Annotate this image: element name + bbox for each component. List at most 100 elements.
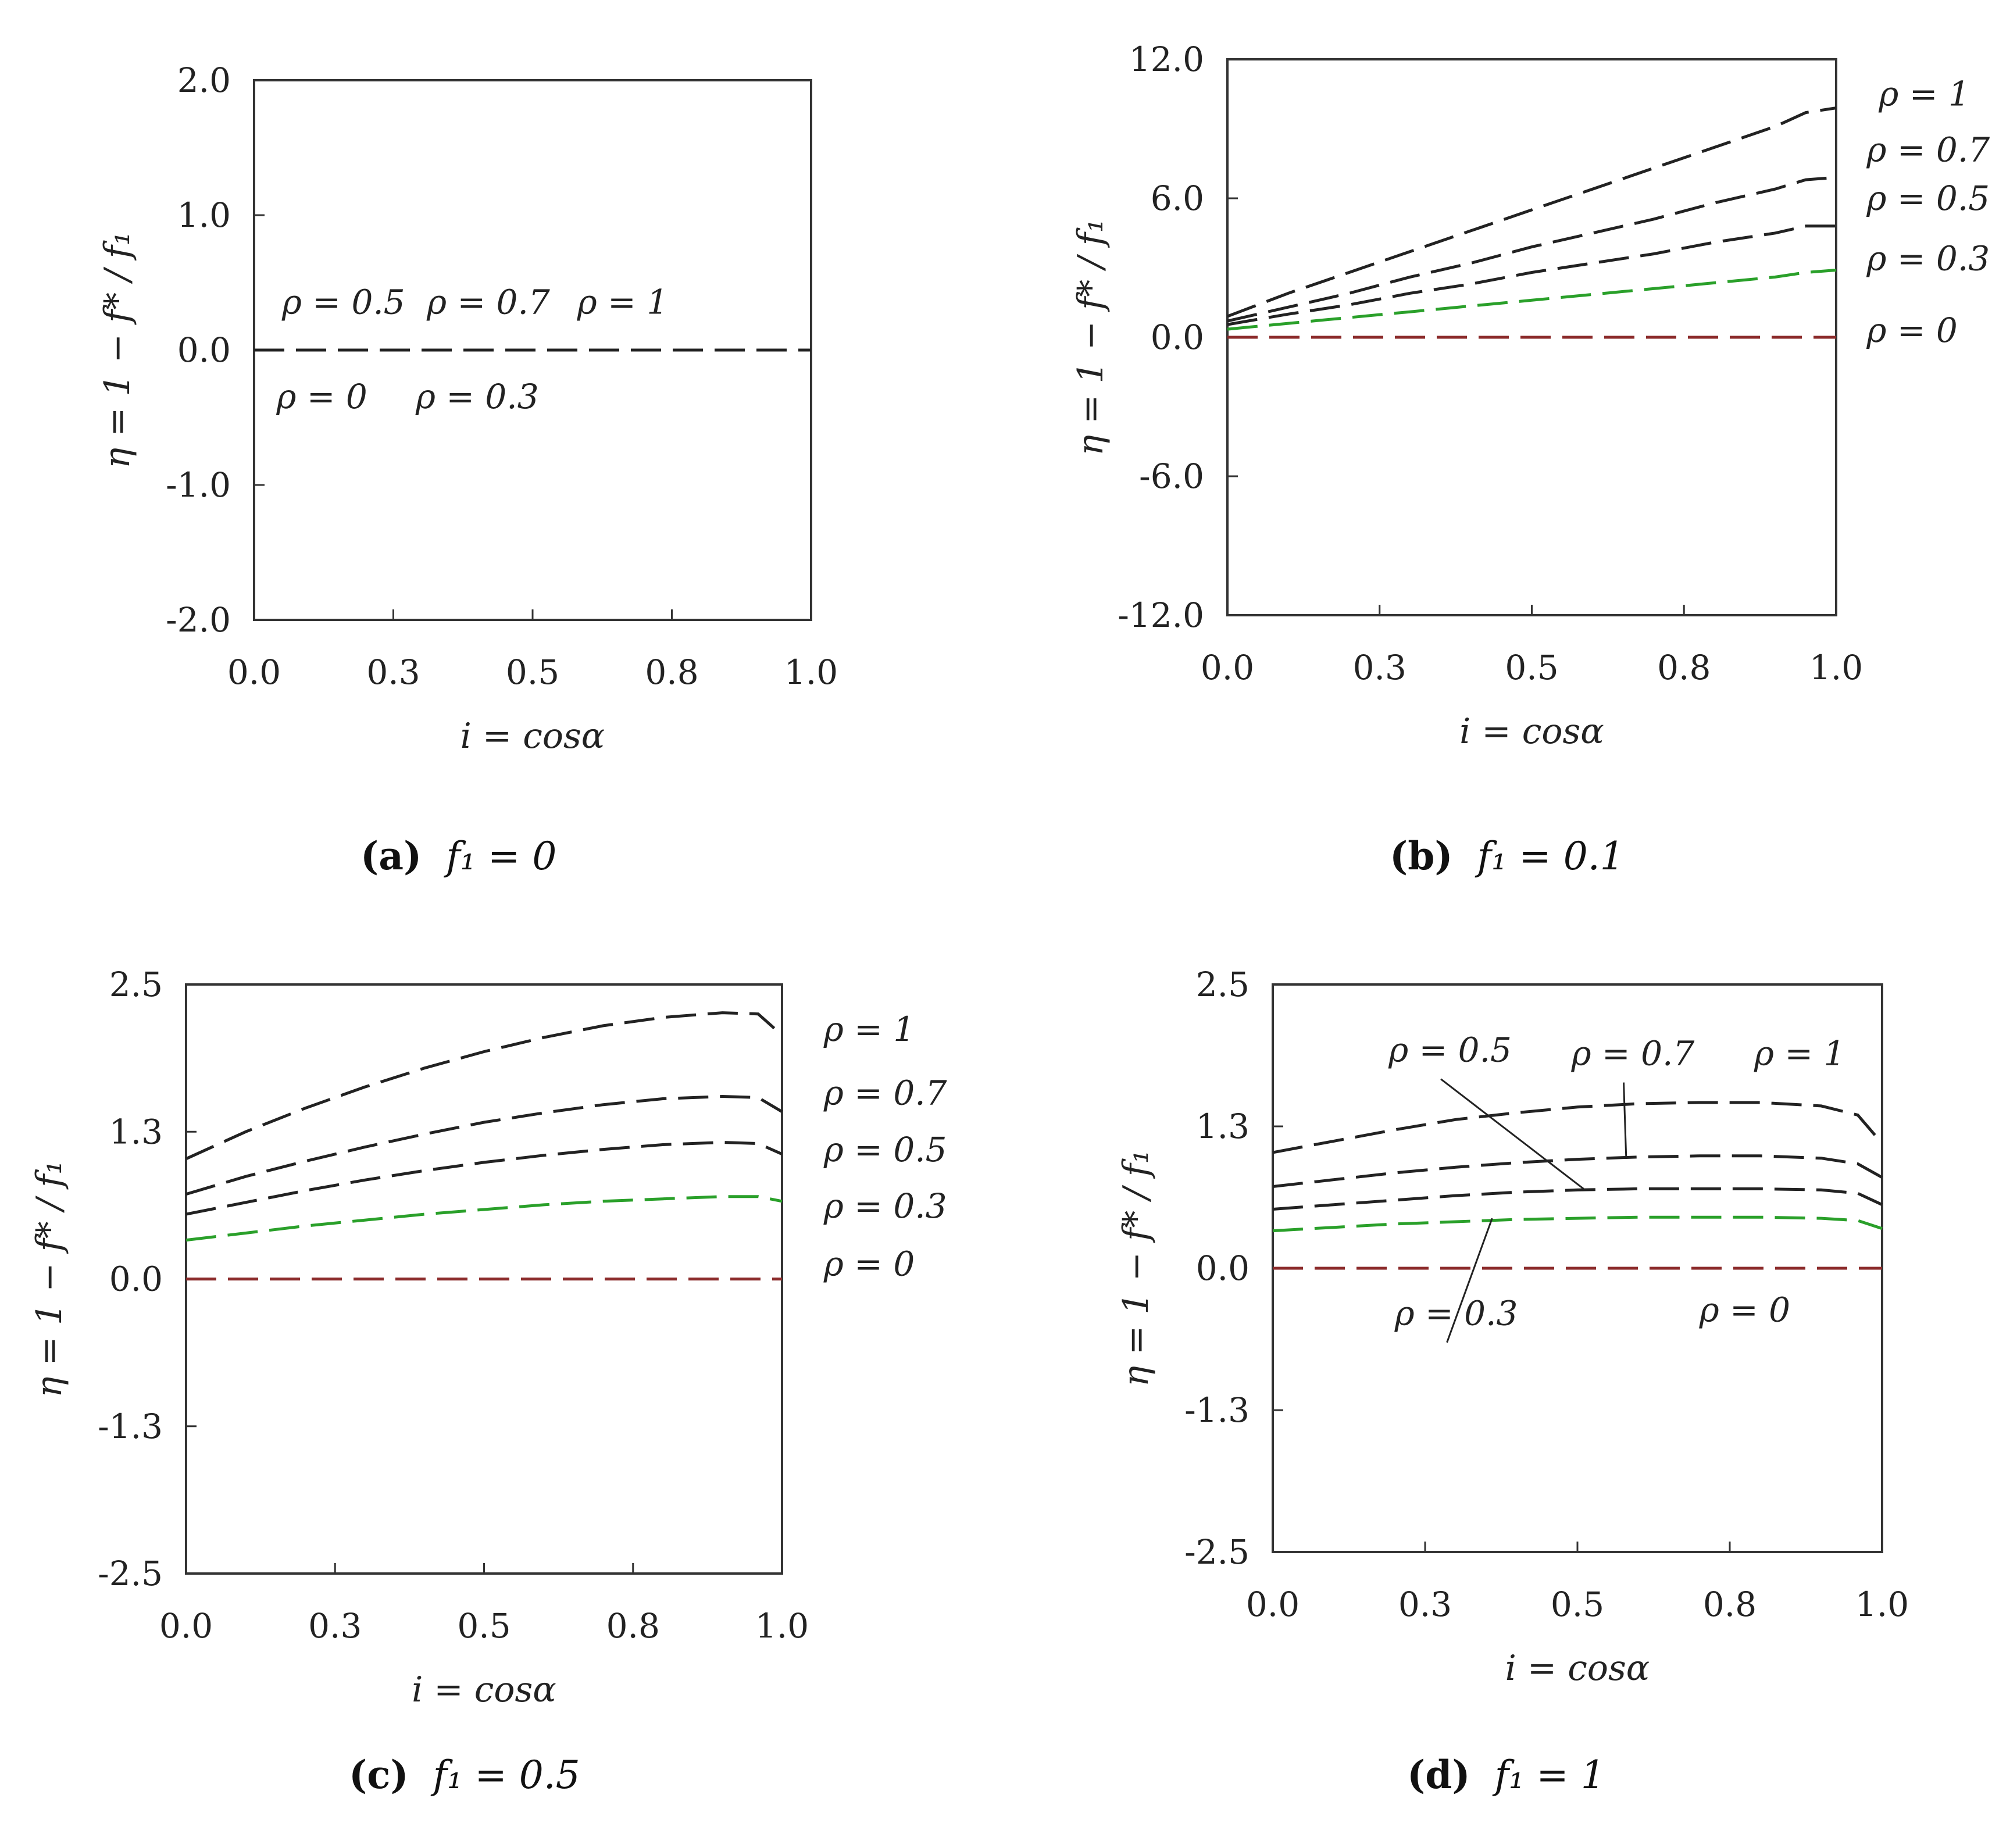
series-label: ρ = 0.5 xyxy=(1388,1030,1512,1070)
y-tick-label: -12.0 xyxy=(1118,595,1204,635)
panel-caption: (b) f₁ = 0.1 xyxy=(1390,833,1625,879)
series-line-0_5 xyxy=(1227,224,1836,326)
panel-caption: (c) f₁ = 0.5 xyxy=(349,1752,580,1797)
y-tick-label: 1.3 xyxy=(1196,1107,1250,1146)
panel-caption: (d) f₁ = 1 xyxy=(1407,1752,1605,1797)
panel-b: 0.0 0.3 0.5 0.8 1.0 -12.0 -6.0 0.0 6.0 12.0 i = co… xyxy=(1070,40,1990,879)
series-line-0_7 xyxy=(185,1094,783,1196)
x-axis-title: i = cosα xyxy=(460,716,605,757)
x-tick-label: 0.0 xyxy=(1246,1585,1300,1624)
pointer-line xyxy=(1440,1078,1584,1190)
series-label: ρ = 1 xyxy=(1878,74,1969,114)
y-tick-label: 0.0 xyxy=(177,330,231,370)
x-tick-label: 0.3 xyxy=(1353,648,1406,687)
y-tick-label: 1.3 xyxy=(109,1112,163,1151)
series-line-0_5 xyxy=(185,1140,783,1216)
y-tick-label: 2.0 xyxy=(177,60,231,100)
series-label: ρ = 0.7 xyxy=(1866,130,1990,169)
series-label: ρ = 0.7 xyxy=(1571,1034,1695,1073)
series-line-0_3 xyxy=(1227,269,1837,331)
series-label: ρ = 0 xyxy=(823,1244,915,1283)
caption-formula: f₁ = 1 xyxy=(1470,1753,1605,1797)
y-axis-title: η = 1 − f* / f₁ xyxy=(97,231,138,469)
panel-d: 0.0 0.3 0.5 0.8 1.0 -2.5 -1.3 0.0 1.3 2.5 i = cosα… xyxy=(1116,965,1909,1797)
x-axis-title: i = cosα xyxy=(1505,1648,1650,1689)
series-line-0_3 xyxy=(1272,1215,1883,1233)
series-label: ρ = 0.3 xyxy=(1866,238,1990,278)
x-tick-label: 0.0 xyxy=(1201,648,1254,687)
panel-a: 0.0 0.3 0.5 0.8 1.0 -2.0 -1.0 0.0 1.0 2.0 i = cosα… xyxy=(97,60,838,879)
series-line-1 xyxy=(185,1011,783,1161)
y-axis-title: η = 1 − f* / f₁ xyxy=(1116,1150,1156,1387)
y-tick-label: -6.0 xyxy=(1139,456,1204,496)
caption-formula: f₁ = 0 xyxy=(422,834,556,879)
x-tick-label: 0.5 xyxy=(506,652,559,692)
caption-formula: f₁ = 0.1 xyxy=(1453,834,1625,879)
caption-letter: (a) xyxy=(360,833,422,879)
series-label: ρ = 0.3 xyxy=(415,377,539,416)
x-tick-label: 0.8 xyxy=(1703,1585,1757,1624)
series-label: ρ = 0.7 xyxy=(823,1073,947,1113)
x-tick-label: 1.0 xyxy=(1809,648,1863,687)
series-label: ρ = 0 xyxy=(1699,1290,1790,1330)
series-line-0_7 xyxy=(1227,176,1837,323)
x-tick-label: 0.8 xyxy=(645,652,698,692)
y-tick-label: 0.0 xyxy=(109,1260,163,1299)
y-tick-label: 0.0 xyxy=(1196,1248,1250,1288)
x-tick-label: 0.0 xyxy=(159,1606,213,1646)
series-label: ρ = 0 xyxy=(1866,311,1957,350)
x-axis-title: i = cosα xyxy=(1459,711,1604,752)
y-axis-title: η = 1 − f* / f₁ xyxy=(29,1161,70,1398)
y-tick-label: -2.5 xyxy=(98,1554,163,1593)
x-tick-label: 0.3 xyxy=(1398,1585,1452,1624)
x-tick-label: 1.0 xyxy=(1855,1585,1909,1624)
pointer-line xyxy=(1446,1218,1493,1343)
caption-formula: f₁ = 0.5 xyxy=(409,1753,580,1797)
series-label: ρ = 1 xyxy=(823,1009,915,1049)
x-tick-label: 0.0 xyxy=(227,652,281,692)
caption-letter: (d) xyxy=(1407,1752,1470,1797)
y-tick-label: -1.3 xyxy=(1184,1390,1250,1430)
y-tick-label: -1.3 xyxy=(98,1407,163,1446)
y-tick-label: 0.0 xyxy=(1151,317,1204,357)
y-tick-label: 1.0 xyxy=(177,195,231,235)
panel-c: 0.0 0.3 0.5 0.8 1.0 -2.5 -1.3 0.0 1.3 2.5 i = cosα… xyxy=(29,965,947,1797)
series-line-0_7 xyxy=(1272,1154,1883,1188)
series-label: ρ = 1 xyxy=(577,282,668,322)
x-axis-title: i = cosα xyxy=(412,1669,556,1710)
y-tick-label: -1.0 xyxy=(166,465,231,505)
caption-letter: (c) xyxy=(349,1752,409,1797)
series-label: ρ = 0.3 xyxy=(1394,1294,1518,1333)
series-line-0_5 xyxy=(1272,1187,1883,1211)
x-tick-label: 0.3 xyxy=(366,652,420,692)
y-tick-label: -2.5 xyxy=(1184,1532,1250,1572)
x-tick-label: 0.8 xyxy=(606,1606,660,1646)
y-axis-title: η = 1 − f* / f₁ xyxy=(1070,219,1111,456)
series-label: ρ = 0.5 xyxy=(823,1130,947,1169)
y-tick-label: 2.5 xyxy=(1196,965,1250,1004)
caption-letter: (b) xyxy=(1390,833,1453,879)
pointer-line xyxy=(1623,1082,1627,1158)
series-label: ρ = 1 xyxy=(1754,1034,1845,1073)
series-label: ρ = 0.5 xyxy=(1866,179,1990,218)
series-label: ρ = 0.7 xyxy=(426,282,550,322)
y-tick-label: 6.0 xyxy=(1151,179,1204,218)
x-tick-label: 0.5 xyxy=(457,1606,511,1646)
series-line-0_3 xyxy=(185,1195,783,1242)
series-label: ρ = 0.3 xyxy=(823,1186,947,1226)
series-line-1 xyxy=(1272,1101,1883,1154)
x-tick-label: 0.3 xyxy=(308,1606,362,1646)
series-label: ρ = 0 xyxy=(276,377,367,416)
panel-caption: (a) f₁ = 0 xyxy=(360,833,556,879)
y-tick-label: 12.0 xyxy=(1129,40,1204,79)
series-label: ρ = 0.5 xyxy=(281,282,405,322)
series-line-1 xyxy=(1227,106,1837,318)
x-tick-label: 0.8 xyxy=(1657,648,1711,687)
x-tick-label: 1.0 xyxy=(784,652,838,692)
y-tick-label: -2.0 xyxy=(166,600,231,640)
x-tick-label: 0.5 xyxy=(1551,1585,1604,1624)
x-tick-label: 0.5 xyxy=(1505,648,1558,687)
x-tick-label: 1.0 xyxy=(755,1606,809,1646)
y-tick-label: 2.5 xyxy=(109,965,163,1004)
